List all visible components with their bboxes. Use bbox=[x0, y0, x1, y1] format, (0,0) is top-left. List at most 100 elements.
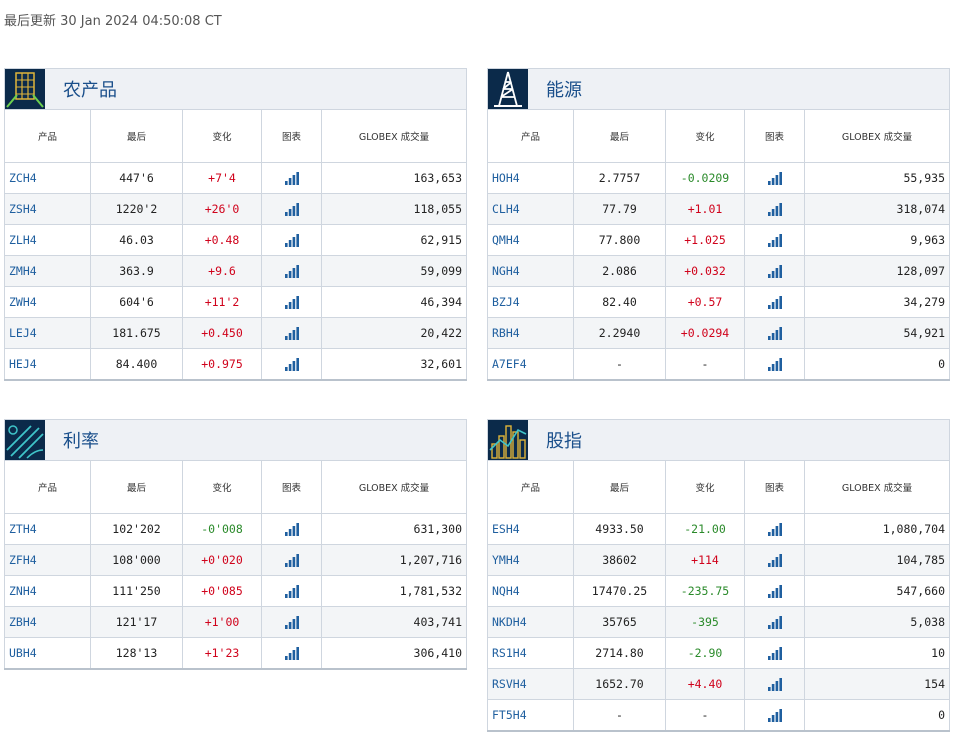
globex-volume: 46,394 bbox=[321, 286, 467, 318]
last-price: 363.9 bbox=[90, 255, 183, 287]
chart-cell bbox=[261, 637, 322, 670]
column-header-product: 产品 bbox=[487, 109, 574, 163]
price-change: - bbox=[665, 348, 745, 381]
column-header-chart: 图表 bbox=[261, 109, 322, 163]
bar-chart-icon[interactable] bbox=[767, 522, 782, 536]
symbol-link[interactable]: YMH4 bbox=[487, 544, 574, 576]
symbol-link[interactable]: RBH4 bbox=[487, 317, 574, 349]
bar-chart-icon[interactable] bbox=[284, 326, 299, 340]
globex-volume: 10 bbox=[804, 637, 950, 669]
symbol-link[interactable]: FT5H4 bbox=[487, 699, 574, 732]
symbol-link[interactable]: ZFH4 bbox=[4, 544, 91, 576]
bar-chart-icon[interactable] bbox=[767, 264, 782, 278]
globex-volume: 403,741 bbox=[321, 606, 467, 638]
symbol-link[interactable]: NQH4 bbox=[487, 575, 574, 607]
symbol-link[interactable]: ZWH4 bbox=[4, 286, 91, 318]
bar-chart-icon[interactable] bbox=[767, 615, 782, 629]
symbol-link[interactable]: ZCH4 bbox=[4, 162, 91, 194]
bar-chart-icon[interactable] bbox=[767, 584, 782, 598]
last-price: 1652.70 bbox=[573, 668, 666, 700]
bar-chart-icon[interactable] bbox=[767, 677, 782, 691]
chart-cell bbox=[261, 162, 322, 194]
symbol-link[interactable]: LEJ4 bbox=[4, 317, 91, 349]
bar-chart-icon[interactable] bbox=[284, 357, 299, 371]
chart-cell bbox=[261, 348, 322, 381]
price-change: -395 bbox=[665, 606, 745, 638]
bar-chart-icon[interactable] bbox=[767, 357, 782, 371]
panel-energy: 能源 产品 最后 变化 图表 GLOBEX 成交量 HOH4 2.7757 -0.0… bbox=[487, 68, 950, 381]
column-header-last: 最后 bbox=[573, 460, 666, 514]
symbol-link[interactable]: UBH4 bbox=[4, 637, 91, 670]
symbol-link[interactable]: CLH4 bbox=[487, 193, 574, 225]
table-row: ZTH4 102'202 -0'008 631,300 bbox=[4, 513, 467, 545]
symbol-link[interactable]: ZSH4 bbox=[4, 193, 91, 225]
bar-chart-icon[interactable] bbox=[767, 202, 782, 216]
bar-chart-icon[interactable] bbox=[767, 295, 782, 309]
panel-title: 农产品 bbox=[63, 80, 117, 101]
chart-cell bbox=[744, 575, 805, 607]
bar-chart-icon[interactable] bbox=[284, 171, 299, 185]
price-change: +0.975 bbox=[182, 348, 262, 381]
symbol-link[interactable]: RS1H4 bbox=[487, 637, 574, 669]
panel-title: 利率 bbox=[63, 431, 99, 452]
chart-cell bbox=[744, 513, 805, 545]
symbol-link[interactable]: ZBH4 bbox=[4, 606, 91, 638]
panel-header: 农产品 bbox=[4, 68, 467, 109]
bar-chart-icon[interactable] bbox=[284, 264, 299, 278]
globex-volume: 54,921 bbox=[804, 317, 950, 349]
symbol-link[interactable]: RSVH4 bbox=[487, 668, 574, 700]
last-price: 82.40 bbox=[573, 286, 666, 318]
chart-cell bbox=[261, 317, 322, 349]
globex-volume: 5,038 bbox=[804, 606, 950, 638]
price-change: +0.032 bbox=[665, 255, 745, 287]
symbol-link[interactable]: ZNH4 bbox=[4, 575, 91, 607]
globex-volume: 32,601 bbox=[321, 348, 467, 381]
bar-chart-icon[interactable] bbox=[767, 171, 782, 185]
symbol-link[interactable]: HEJ4 bbox=[4, 348, 91, 381]
symbol-link[interactable]: A7EF4 bbox=[487, 348, 574, 381]
panel-rates: 利率 产品 最后 变化 图表 GLOBEX 成交量 ZTH4 102'202 -0'… bbox=[4, 419, 467, 670]
last-price: 447'6 bbox=[90, 162, 183, 194]
table-row: QMH4 77.800 +1.025 9,963 bbox=[487, 224, 950, 256]
symbol-link[interactable]: NGH4 bbox=[487, 255, 574, 287]
chart-cell bbox=[744, 193, 805, 225]
column-header-product: 产品 bbox=[4, 109, 91, 163]
symbol-link[interactable]: ZTH4 bbox=[4, 513, 91, 545]
bar-chart-icon[interactable] bbox=[284, 295, 299, 309]
symbol-link[interactable]: ZLH4 bbox=[4, 224, 91, 256]
symbol-link[interactable]: NKDH4 bbox=[487, 606, 574, 638]
bar-chart-icon[interactable] bbox=[284, 646, 299, 660]
chart-cell bbox=[744, 255, 805, 287]
table-row: ZWH4 604'6 +11'2 46,394 bbox=[4, 286, 467, 318]
interest-rate-icon bbox=[5, 420, 45, 460]
chart-cell bbox=[744, 637, 805, 669]
table-row: ZMH4 363.9 +9.6 59,099 bbox=[4, 255, 467, 287]
bar-chart-icon[interactable] bbox=[767, 708, 782, 722]
bar-chart-icon[interactable] bbox=[284, 553, 299, 567]
symbol-link[interactable]: QMH4 bbox=[487, 224, 574, 256]
bar-chart-icon[interactable] bbox=[284, 233, 299, 247]
symbol-link[interactable]: HOH4 bbox=[487, 162, 574, 194]
globex-volume: 1,207,716 bbox=[321, 544, 467, 576]
symbol-link[interactable]: BZJ4 bbox=[487, 286, 574, 318]
symbol-link[interactable]: ESH4 bbox=[487, 513, 574, 545]
last-price: 46.03 bbox=[90, 224, 183, 256]
table-row: NKDH4 35765 -395 5,038 bbox=[487, 606, 950, 638]
bar-chart-icon[interactable] bbox=[284, 615, 299, 629]
chart-cell bbox=[744, 317, 805, 349]
bar-chart-icon[interactable] bbox=[284, 584, 299, 598]
column-header-change: 变化 bbox=[665, 460, 745, 514]
bar-chart-icon[interactable] bbox=[767, 553, 782, 567]
bar-chart-icon[interactable] bbox=[767, 233, 782, 247]
chart-cell bbox=[744, 668, 805, 700]
table-row: LEJ4 181.675 +0.450 20,422 bbox=[4, 317, 467, 349]
globex-volume: 306,410 bbox=[321, 637, 467, 670]
bar-chart-icon[interactable] bbox=[284, 202, 299, 216]
table-row: HEJ4 84.400 +0.975 32,601 bbox=[4, 348, 467, 381]
bar-chart-icon[interactable] bbox=[767, 326, 782, 340]
bar-chart-icon[interactable] bbox=[284, 522, 299, 536]
bar-chart-icon[interactable] bbox=[767, 646, 782, 660]
symbol-link[interactable]: ZMH4 bbox=[4, 255, 91, 287]
price-change: +0.48 bbox=[182, 224, 262, 256]
quotes-table-energy: 产品 最后 变化 图表 GLOBEX 成交量 HOH4 2.7757 -0.0209… bbox=[487, 109, 950, 381]
